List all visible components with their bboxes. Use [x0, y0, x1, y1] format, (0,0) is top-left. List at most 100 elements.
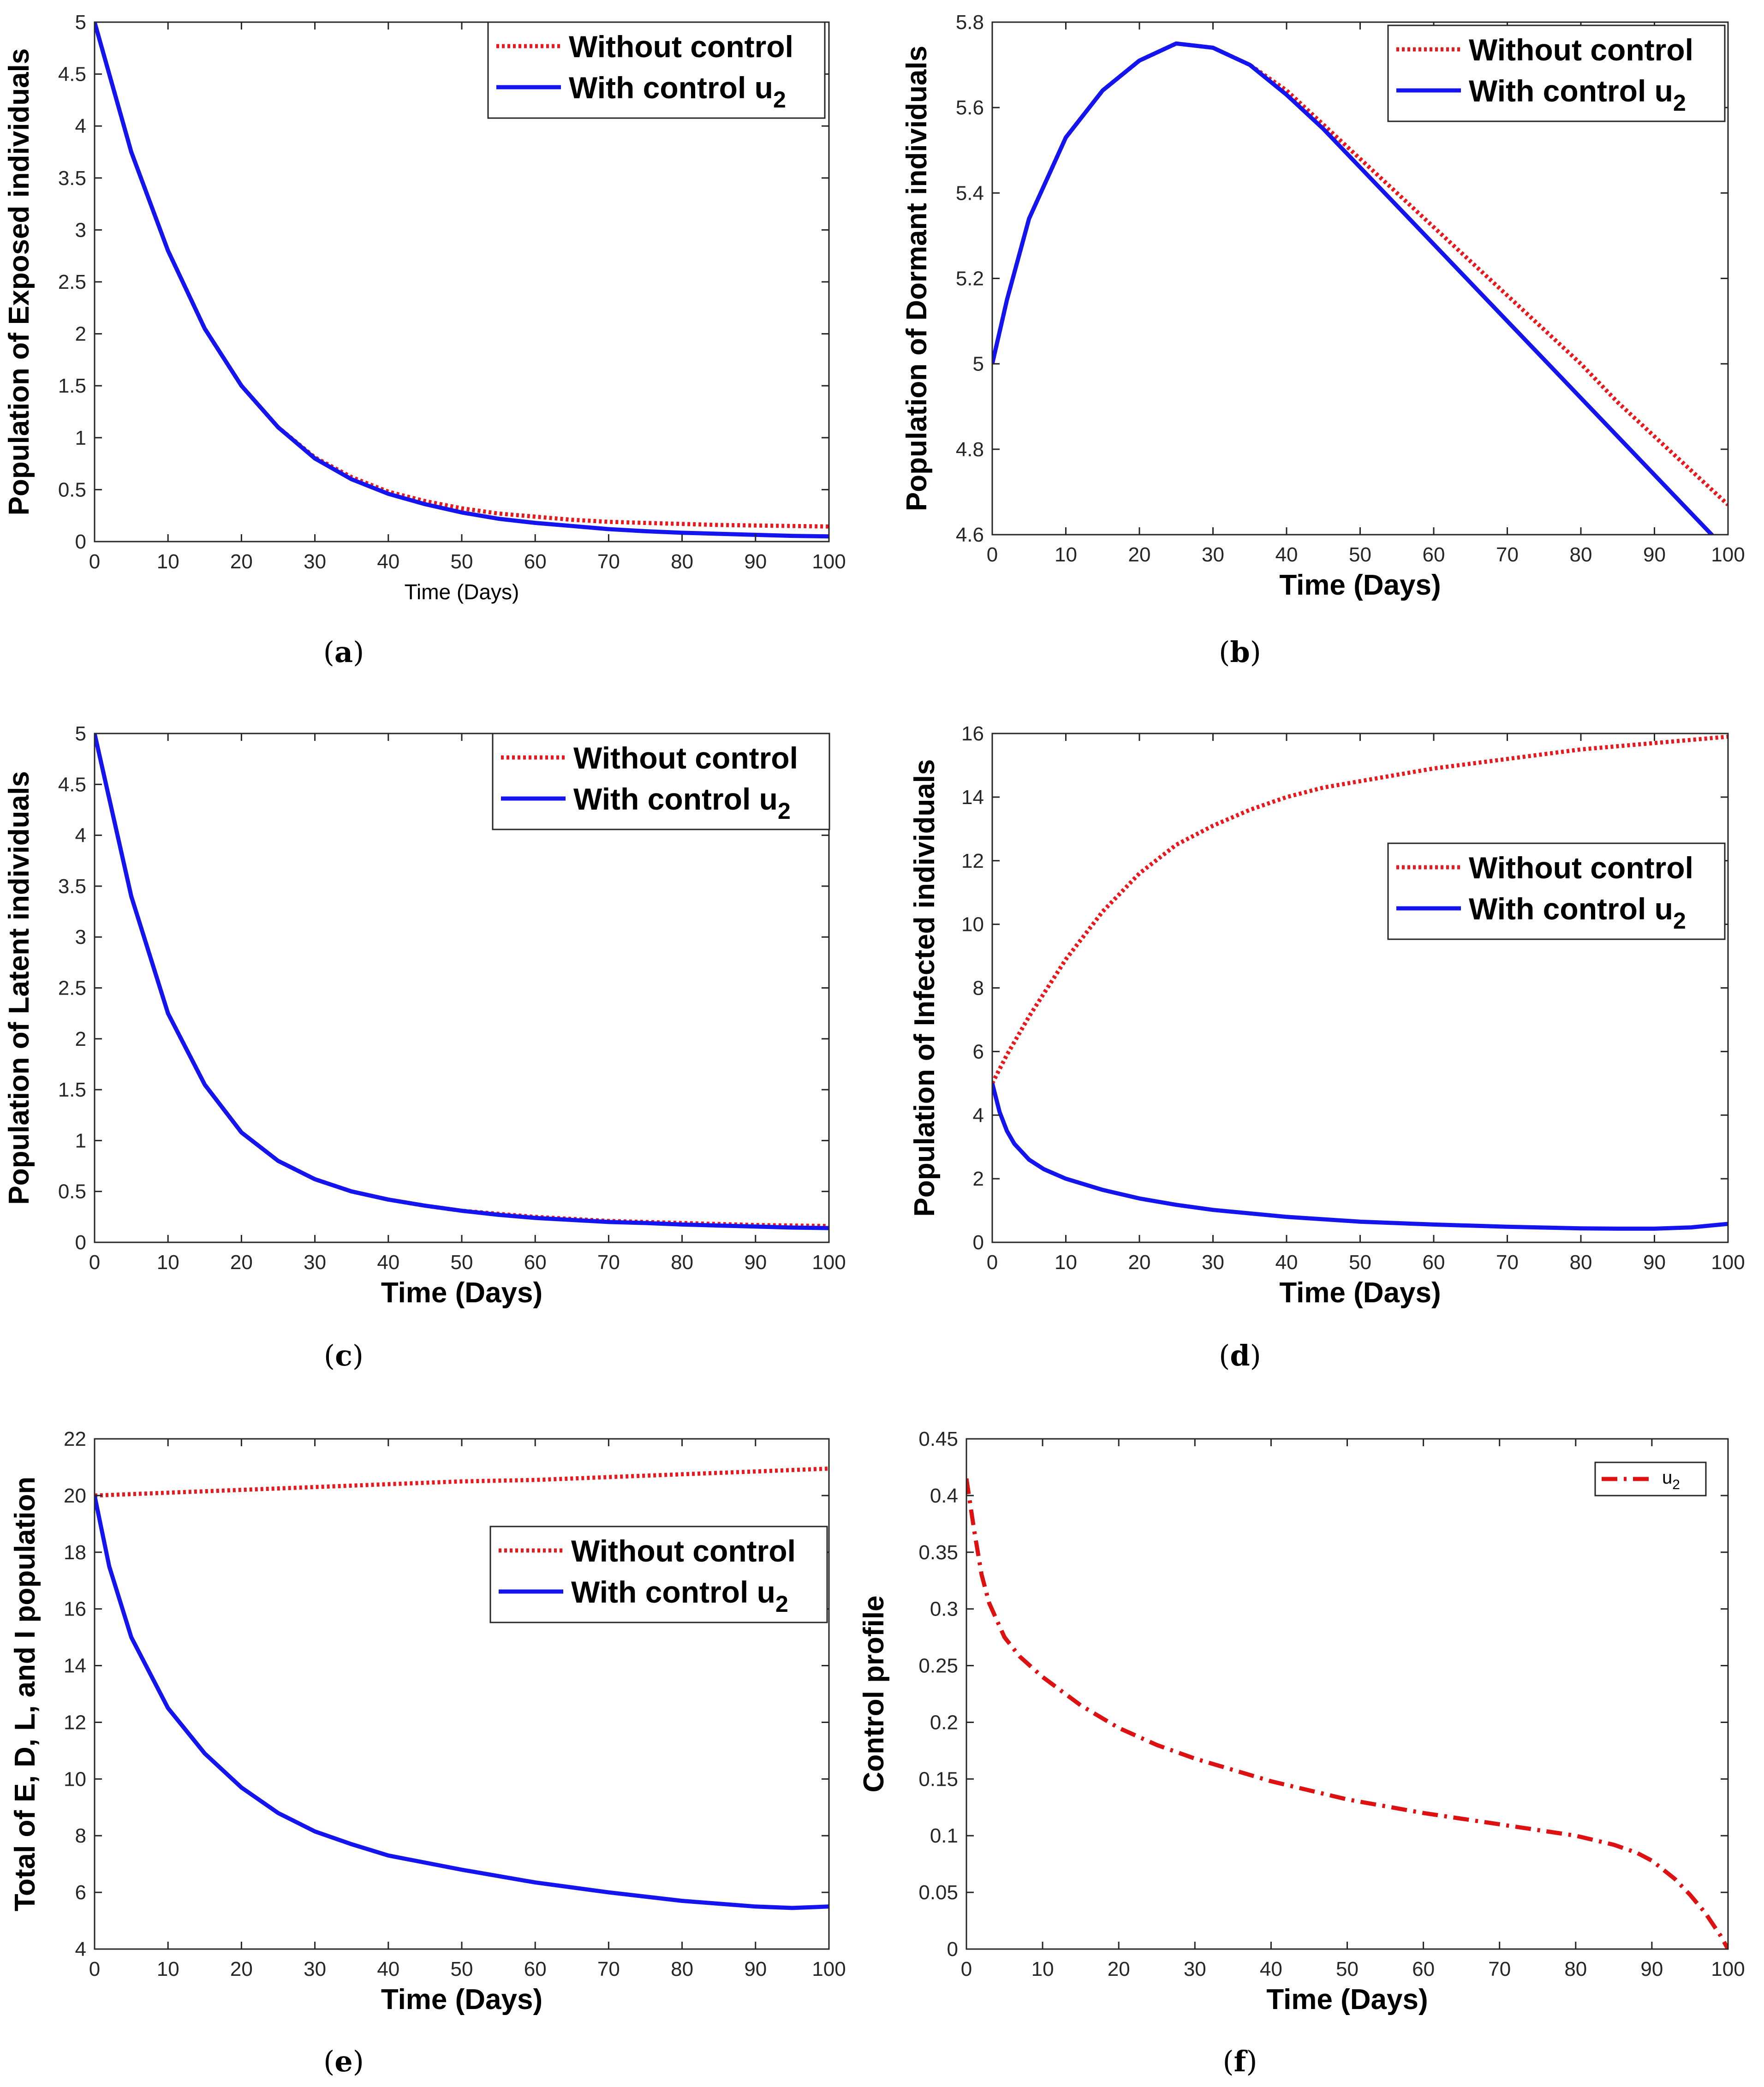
x-tick-label: 10 [157, 1958, 179, 1980]
caption-paren-open: ( [323, 635, 334, 669]
y-tick-label: 4.5 [58, 773, 86, 796]
x-tick-label: 90 [744, 1251, 767, 1274]
x-tick-label: 40 [1275, 1251, 1298, 1274]
y-tick-label: 0.15 [918, 1768, 958, 1790]
y-tick-label: 0.4 [930, 1485, 958, 1507]
legend-subscript: 2 [1672, 1477, 1680, 1492]
y-tick-label: 2.5 [58, 977, 86, 1000]
y-tick-label: 18 [64, 1541, 86, 1564]
legend-label-without-control: Without control [1469, 851, 1693, 885]
panel-f: 0 10 20 30 40 50 60 70 80 90 100 0 0.05 0.1 0.15 0.2 0.2… [858, 1428, 1745, 2078]
y-axis-label: Population of Dormant individuals [901, 46, 933, 511]
series-group [95, 1467, 829, 1910]
y-tick-label: 22 [64, 1428, 86, 1450]
y-tick-label: 3.5 [58, 167, 86, 190]
caption-paren-close: ) [1246, 2045, 1257, 2078]
legend-subscript: 2 [1673, 90, 1686, 116]
y-tick-label: 6 [973, 1040, 984, 1063]
x-tick-label: 70 [1496, 543, 1519, 566]
y-tick-label: 12 [64, 1711, 86, 1734]
x-tick-label: 40 [377, 1958, 399, 1980]
caption-letter: d [1230, 1339, 1250, 1372]
y-tick-label: 5.6 [956, 96, 984, 119]
y-axis-label: Population of Exposed individuals [3, 48, 35, 516]
x-tick-label: 60 [524, 550, 547, 573]
x-tick-label: 50 [451, 1958, 473, 1980]
legend-subscript: 2 [775, 1591, 788, 1617]
y-tick-label: 0 [947, 1938, 958, 1961]
y-tick-label: 5 [75, 722, 86, 745]
panel-d: 0 10 20 30 40 50 60 70 80 90 100 0 2 4 6 8 10 12 14 16 Time … [909, 722, 1745, 1372]
legend-label-without-control: Without control [1469, 33, 1693, 67]
legend-box [492, 733, 830, 830]
x-tick-label: 40 [377, 1251, 399, 1274]
caption-paren-open: ( [324, 1339, 335, 1372]
x-tick-label: 0 [987, 543, 998, 566]
x-tick-label: 0 [961, 1958, 972, 1980]
x-tick-label: 100 [812, 1958, 846, 1980]
x-tick-label: 100 [812, 550, 846, 573]
y-tick-label: 2 [75, 1028, 86, 1050]
caption-paren-close: ) [1250, 635, 1261, 669]
panel-a: 0 10 20 30 40 50 60 70 80 90 100 0 0.5 1 1.5 2 2.5 3 3.5 4 4… [3, 11, 846, 669]
x-tick-label: 80 [671, 550, 693, 573]
x-tick-label: 100 [1711, 1958, 1745, 1980]
x-tick-label: 60 [524, 1958, 547, 1980]
y-tick-label: 1.5 [58, 1079, 86, 1101]
legend-box [1387, 24, 1726, 122]
x-axis-label: Time (Days) [381, 1277, 542, 1309]
legend-label-with-control: With control u2 [571, 1575, 788, 1617]
y-tick-label: 4 [75, 824, 86, 847]
y-tick-label: 6 [75, 1881, 86, 1904]
caption-paren-close: ) [352, 1339, 364, 1372]
caption-letter: c [335, 1339, 352, 1372]
x-tick-label: 20 [1128, 1251, 1151, 1274]
x-tick-label: 40 [1260, 1958, 1282, 1980]
x-tick-label: 30 [304, 1251, 326, 1274]
y-tick-label: 14 [961, 786, 984, 809]
caption-paren-close: ) [353, 2045, 364, 2078]
y-tick-label: 5 [75, 11, 86, 34]
plot-box [94, 1438, 830, 1950]
y-tick-label: 8 [973, 977, 984, 1000]
caption-paren-open: ( [1219, 635, 1230, 669]
y-tick-label: 3 [75, 219, 86, 241]
x-axis-label: Time (Days) [1279, 569, 1441, 601]
x-tick-label: 70 [1496, 1251, 1519, 1274]
legend-entry-text: Without control [569, 30, 793, 64]
panel-caption: (a) [323, 635, 364, 669]
legend-subscript: 2 [773, 87, 786, 113]
y-tick-label: 4 [75, 115, 86, 137]
y-tick-label: 4 [973, 1104, 984, 1127]
panel-caption: (d) [1219, 1339, 1261, 1372]
x-axis-label: Time (Days) [1279, 1277, 1441, 1309]
x-tick-label: 50 [1349, 1251, 1371, 1274]
panel-caption: (c) [324, 1339, 364, 1372]
y-tick-label: 4.5 [58, 63, 86, 86]
x-tick-label: 60 [524, 1251, 547, 1274]
y-axis-label: Population of Infected individuals [909, 759, 941, 1216]
x-tick-label: 80 [1564, 1958, 1587, 1980]
x-tick-label: 70 [597, 1251, 620, 1274]
y-tick-label: 4 [75, 1938, 86, 1961]
x-tick-label: 20 [230, 1958, 253, 1980]
y-tick-label: 5 [973, 353, 984, 376]
x-tick-label: 80 [671, 1251, 693, 1274]
legend: Without control With control u2 [487, 21, 826, 119]
y-tick-label: 2.5 [58, 271, 86, 293]
y-tick-label: 16 [961, 722, 984, 745]
legend-box [1387, 842, 1726, 940]
legend-box [487, 21, 826, 119]
y-axis-label: Total of E, D, L, and I population [9, 1477, 41, 1912]
legend-entry-text: With control u [1469, 892, 1673, 926]
x-axis-label: Time (Days) [1266, 1984, 1428, 2015]
x-tick-label: 20 [230, 550, 253, 573]
x-tick-label: 40 [1275, 543, 1298, 566]
x-tick-label: 20 [1108, 1958, 1130, 1980]
x-tick-label: 100 [1711, 1251, 1745, 1274]
x-axis-label: Time (Days) [405, 580, 519, 604]
x-tick-label: 80 [1570, 1251, 1592, 1274]
legend-entry-text: With control u [571, 1575, 775, 1609]
x-tick-label: 60 [1423, 1251, 1445, 1274]
